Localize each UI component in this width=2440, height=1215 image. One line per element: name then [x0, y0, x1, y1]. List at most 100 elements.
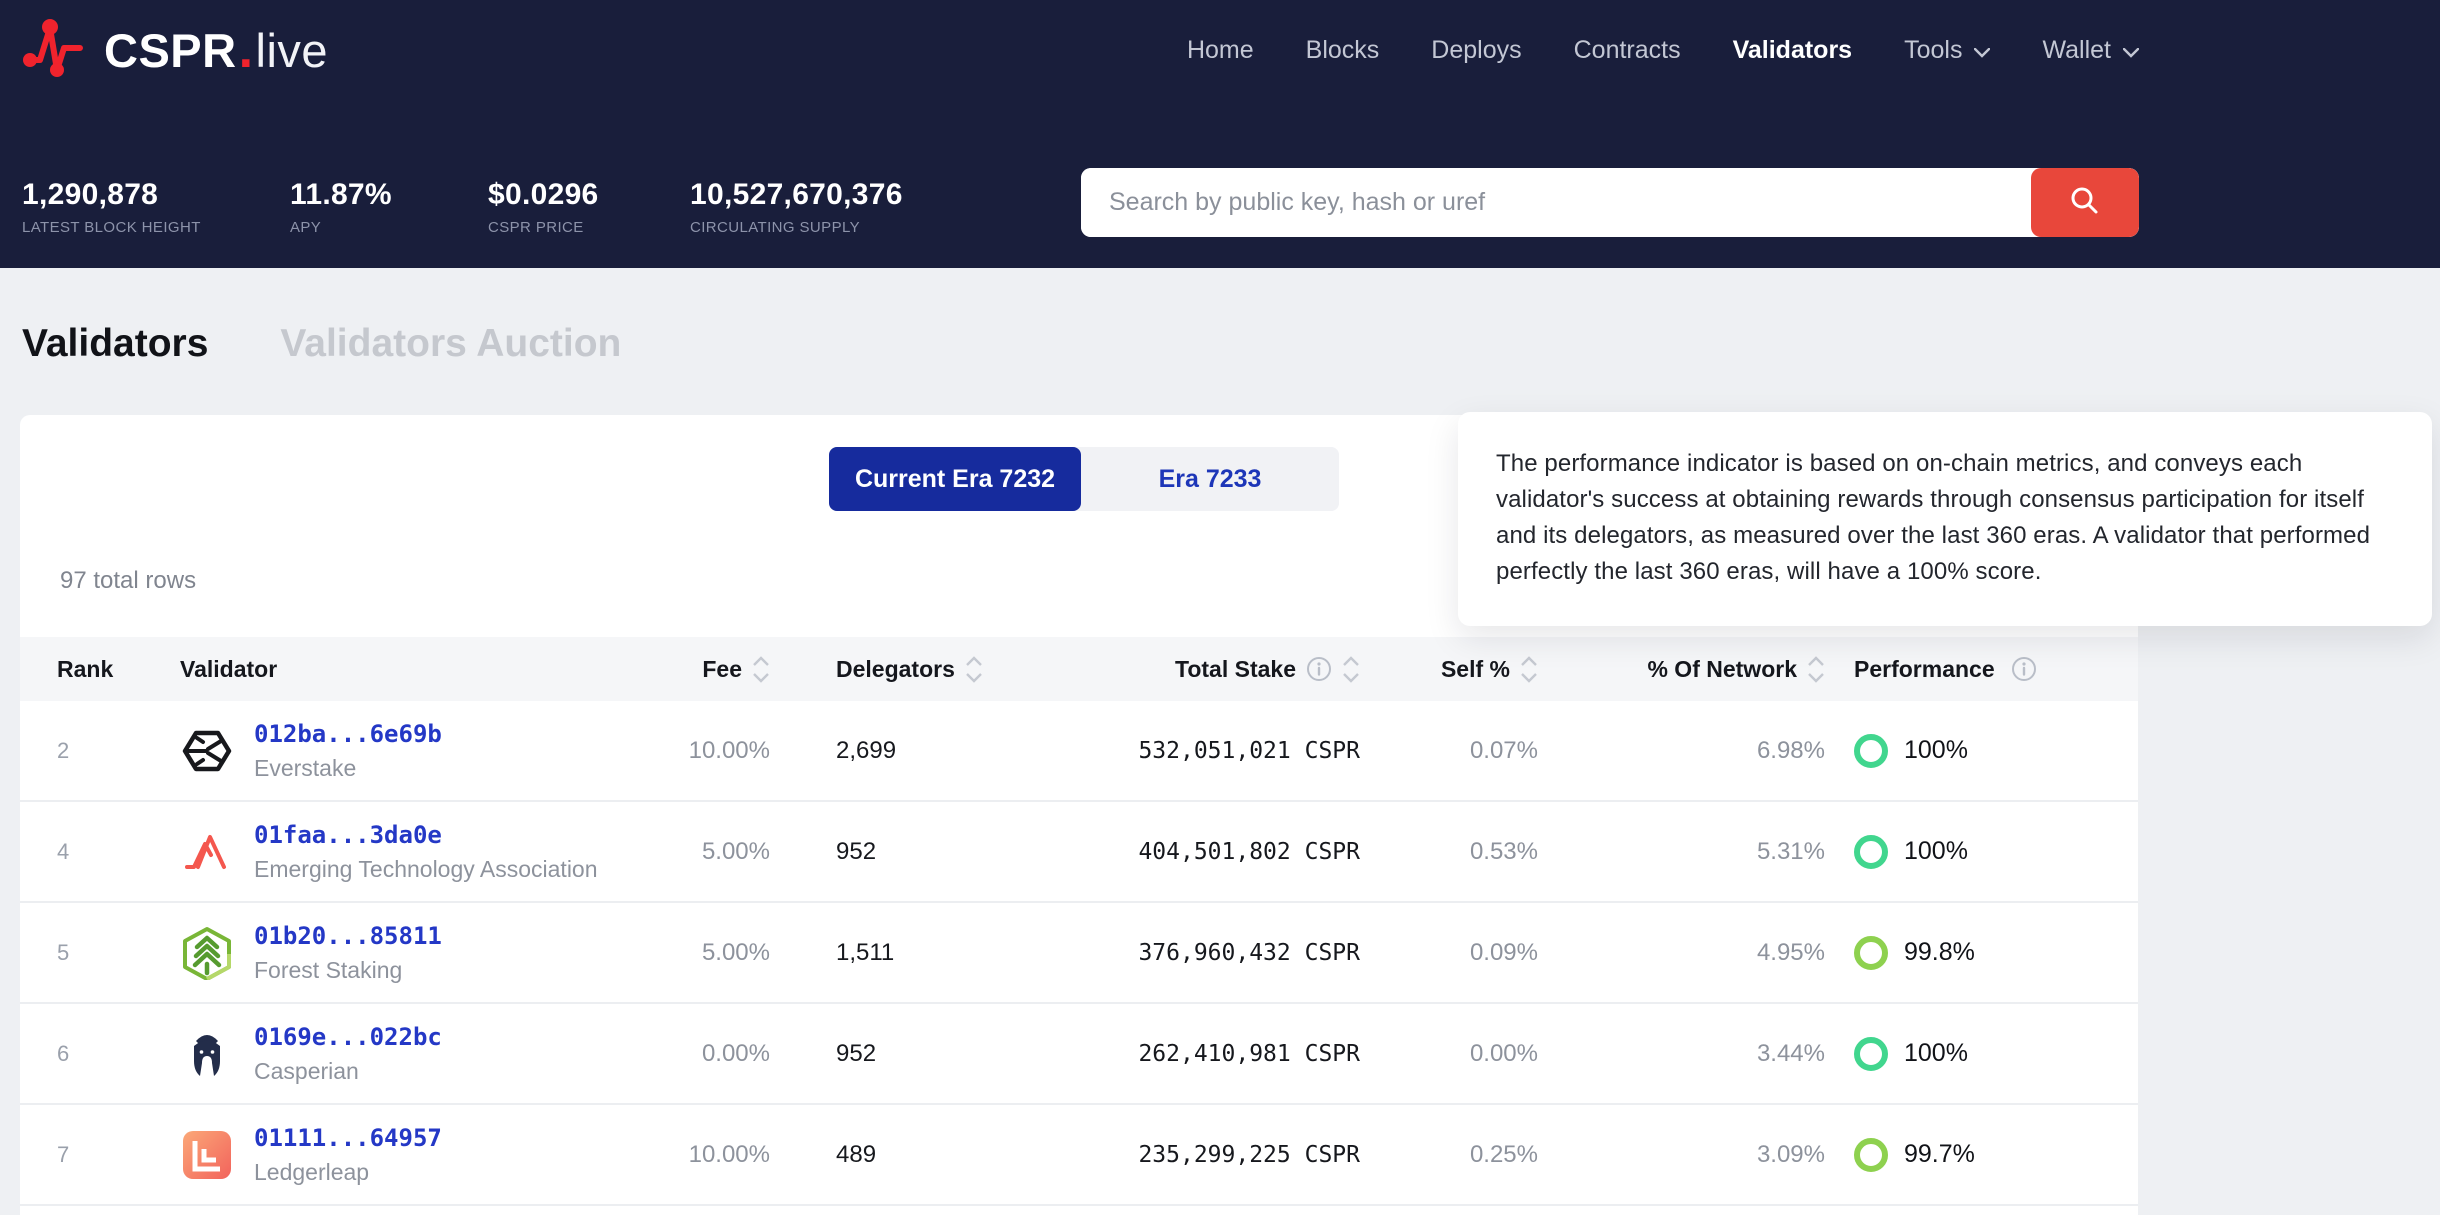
stat-value: 10,527,670,376	[690, 178, 903, 211]
total-stake-value: 235,299,225 CSPR	[1138, 1141, 1360, 1168]
ledgerleap-logo	[180, 1128, 234, 1182]
fee-value: 5.00%	[701, 837, 770, 865]
performance-value: 100%	[1904, 1039, 1968, 1067]
performance-value: 100%	[1904, 837, 1968, 865]
validator-hash-link[interactable]: 012ba...6e69b	[254, 719, 442, 748]
tab-validators-auction[interactable]: Validators Auction	[280, 322, 622, 365]
table-body: 2 012ba...6e69b Everstake 10.00%	[20, 701, 2138, 1206]
info-icon[interactable]	[2011, 656, 2037, 682]
total-rows-label: 97 total rows	[60, 567, 197, 594]
performance-cell: 100%	[1854, 802, 2134, 901]
pulse-logo-icon	[22, 14, 94, 85]
validator-cell: 01b20...85811 Forest Staking	[180, 903, 442, 1002]
stat-latest-block-height: 1,290,878 LATEST BLOCK HEIGHT	[22, 178, 201, 236]
performance-ring-icon	[1854, 935, 1888, 970]
fee-value: 10.00%	[688, 1140, 770, 1168]
performance-cell: 100%	[1854, 701, 2134, 800]
performance-ring-icon	[1854, 733, 1888, 768]
cspr-live-logo[interactable]: CSPR. live	[22, 14, 328, 85]
performance-cell: 100%	[1854, 1004, 2134, 1103]
performance-ring-icon	[1854, 1036, 1888, 1071]
column-self-pct: Self %	[1388, 637, 1538, 701]
validator-cell: 01111...64957 Ledgerleap	[180, 1105, 442, 1204]
fee-value: 0.00%	[701, 1039, 770, 1067]
stat-label: LATEST BLOCK HEIGHT	[22, 219, 201, 236]
era-tab-next[interactable]: Era 7233	[1081, 447, 1339, 511]
performance-tooltip: The performance indicator is based on on…	[1458, 412, 2432, 626]
performance-cell: 99.8%	[1854, 903, 2134, 1002]
nav-item-validators[interactable]: Validators	[1732, 36, 1853, 64]
performance-cell: 99.7%	[1854, 1105, 2134, 1204]
sort-icon[interactable]	[1342, 655, 1360, 684]
nav-item-wallet[interactable]: Wallet	[2042, 36, 2140, 65]
stat-label: CIRCULATING SUPPLY	[690, 219, 861, 236]
info-icon[interactable]	[1306, 656, 1332, 682]
table-row: 7	[20, 1105, 2138, 1206]
rank-value: 2	[57, 737, 70, 763]
column-performance: Performance	[1854, 637, 2134, 701]
tab-validators[interactable]: Validators	[22, 322, 209, 365]
stat-value: 1,290,878	[22, 178, 159, 211]
magnifier-icon	[2068, 184, 2102, 221]
column-total-stake: Total Stake	[1050, 637, 1360, 701]
emerging-technology-association-logo	[180, 825, 234, 879]
era-toggle: Current Era 7232 Era 7233	[829, 447, 1339, 511]
validator-hash-link[interactable]: 01111...64957	[254, 1123, 442, 1152]
self-pct-value: 0.07%	[1469, 736, 1538, 764]
fee-value: 10.00%	[688, 736, 770, 764]
search-button[interactable]	[2031, 168, 2139, 237]
nav-item-blocks[interactable]: Blocks	[1305, 36, 1380, 64]
sort-icon[interactable]	[752, 655, 770, 684]
network-pct-value: 3.09%	[1756, 1140, 1825, 1168]
total-stake-value: 404,501,802 CSPR	[1138, 838, 1360, 865]
performance-value: 100%	[1904, 736, 1968, 764]
top-navigation-bar: CSPR. live Home Blocks Deploys Contracts …	[0, 0, 2440, 268]
network-pct-value: 5.31%	[1756, 837, 1825, 865]
rank-value: 4	[57, 838, 70, 864]
self-pct-value: 0.53%	[1469, 837, 1538, 865]
nav-item-home[interactable]: Home	[1186, 36, 1254, 64]
logo-suffix-text: live	[255, 23, 329, 77]
validator-hash-link[interactable]: 01b20...85811	[254, 921, 442, 950]
table-row: 6 0169e...022bc Casperian	[20, 1004, 2138, 1105]
sort-icon[interactable]	[1807, 655, 1825, 684]
column-rank: Rank	[57, 655, 114, 682]
rank-value: 5	[57, 939, 70, 965]
delegators-value: 2,699	[836, 736, 897, 764]
validator-cell: 01faa...3da0e Emerging Technology Associ…	[180, 802, 598, 901]
nav-item-tools[interactable]: Tools	[1904, 36, 1991, 65]
network-pct-value: 4.95%	[1756, 938, 1825, 966]
fee-value: 5.00%	[701, 938, 770, 966]
sort-icon[interactable]	[1520, 655, 1538, 684]
validator-cell: 012ba...6e69b Everstake	[180, 701, 442, 800]
validators-card: Current Era 7232 Era 7233 97 total rows …	[20, 415, 2138, 1215]
era-tab-current[interactable]: Current Era 7232	[829, 447, 1081, 511]
total-stake-value: 262,410,981 CSPR	[1138, 1040, 1360, 1067]
nav-item-contracts[interactable]: Contracts	[1573, 36, 1681, 64]
column-validator: Validator	[180, 655, 278, 682]
table-row: 5 01b20...85811 Forest Staking	[20, 903, 2138, 1004]
forest-staking-logo	[180, 926, 234, 981]
total-stake-value: 376,960,432 CSPR	[1138, 939, 1360, 966]
sort-icon[interactable]	[965, 655, 983, 684]
casperian-logo	[180, 1027, 234, 1081]
column-network-pct: % Of Network	[1620, 637, 1825, 701]
stat-label: CSPR PRICE	[488, 219, 584, 236]
network-pct-value: 6.98%	[1756, 736, 1825, 764]
performance-value: 99.7%	[1904, 1140, 1975, 1168]
nav-item-deploys[interactable]: Deploys	[1431, 36, 1522, 64]
validator-hash-link[interactable]: 0169e...022bc	[254, 1022, 442, 1051]
stat-cspr-price: $0.0296 CSPR PRICE	[488, 178, 599, 236]
stat-label: APY	[290, 219, 322, 236]
search-input[interactable]	[1081, 168, 2031, 237]
stat-apy: 11.87% APY	[290, 178, 392, 236]
rank-value: 6	[57, 1040, 70, 1066]
network-pct-value: 3.44%	[1756, 1039, 1825, 1067]
validator-hash-link[interactable]: 01faa...3da0e	[254, 820, 442, 849]
performance-value: 99.8%	[1904, 938, 1975, 966]
stat-value: 11.87%	[290, 178, 392, 211]
logo-brand-text: CSPR	[104, 23, 237, 77]
self-pct-value: 0.25%	[1469, 1140, 1538, 1168]
logo-dot: .	[238, 20, 254, 79]
main-nav: Home Blocks Deploys Contracts Validators…	[1186, 36, 2140, 65]
